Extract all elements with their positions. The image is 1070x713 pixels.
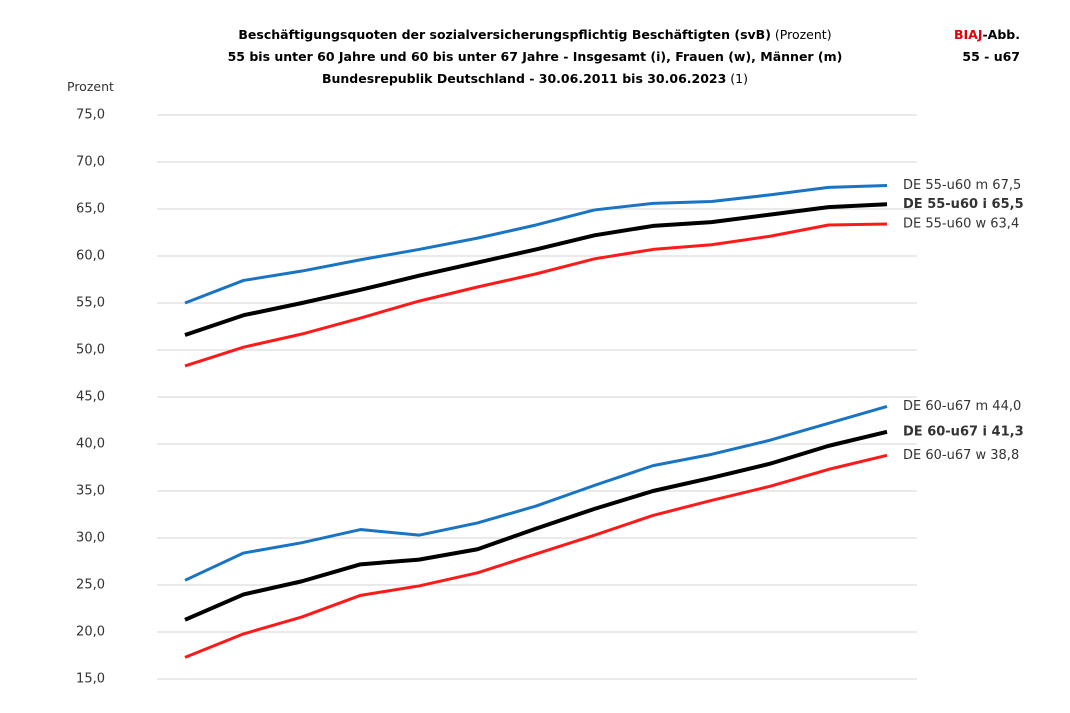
y-tick-label: 25,0 [76, 578, 105, 593]
y-tick-label: 60,0 [76, 249, 105, 264]
series-label: DE 55-u60 m 67,5 [903, 178, 1021, 193]
y-tick-label: 15,0 [76, 672, 105, 687]
series-line [184, 429, 888, 622]
series-line [184, 222, 888, 368]
series-label: DE 55-u60 i 65,5 [903, 197, 1024, 212]
y-tick-label: 30,0 [76, 531, 105, 546]
title-line: Beschäftigungsquoten der sozialversicher… [160, 27, 910, 42]
subtitle: 55 bis unter 60 Jahre und 60 bis unter 6… [227, 49, 843, 64]
y-tick-label: 40,0 [76, 437, 105, 452]
source-brand: BIAJ [953, 27, 983, 42]
series-label: DE 60-u67 i 41,3 [903, 424, 1024, 439]
y-axis-label: Prozent [67, 79, 114, 94]
y-tick-label: 35,0 [76, 484, 105, 499]
series-line [184, 184, 888, 305]
y-tick-label: 70,0 [76, 155, 105, 170]
y-tick-label: 65,0 [76, 202, 105, 217]
series-label: DE 60-u67 m 44,0 [903, 399, 1021, 414]
subtitle2-note: (1) [730, 71, 749, 86]
chart-title: Beschäftigungsquoten der sozialversicher… [238, 27, 771, 42]
series-label: DE 60-u67 w 38,8 [903, 448, 1019, 463]
y-tick-label: 45,0 [76, 390, 105, 405]
series-label: DE 55-u60 w 63,4 [903, 217, 1019, 232]
y-tick-label: 55,0 [76, 296, 105, 311]
title-note: (Prozent) [774, 27, 832, 42]
subtitle2: Bundesrepublik Deutschland - 30.06.2011 … [321, 71, 727, 86]
figure-id: 55 - u67 [962, 49, 1020, 64]
y-tick-label: 50,0 [76, 343, 105, 358]
y-tick-label: 75,0 [76, 108, 105, 123]
subtitle-line: Bundesrepublik Deutschland - 30.06.2011 … [160, 71, 910, 86]
y-tick-label: 20,0 [76, 625, 105, 640]
series-line [184, 404, 888, 582]
source: BIAJ-Abb. [954, 27, 1020, 42]
series-line [184, 453, 888, 659]
series-line [184, 202, 888, 337]
source-suffix: -Abb. [982, 27, 1020, 42]
